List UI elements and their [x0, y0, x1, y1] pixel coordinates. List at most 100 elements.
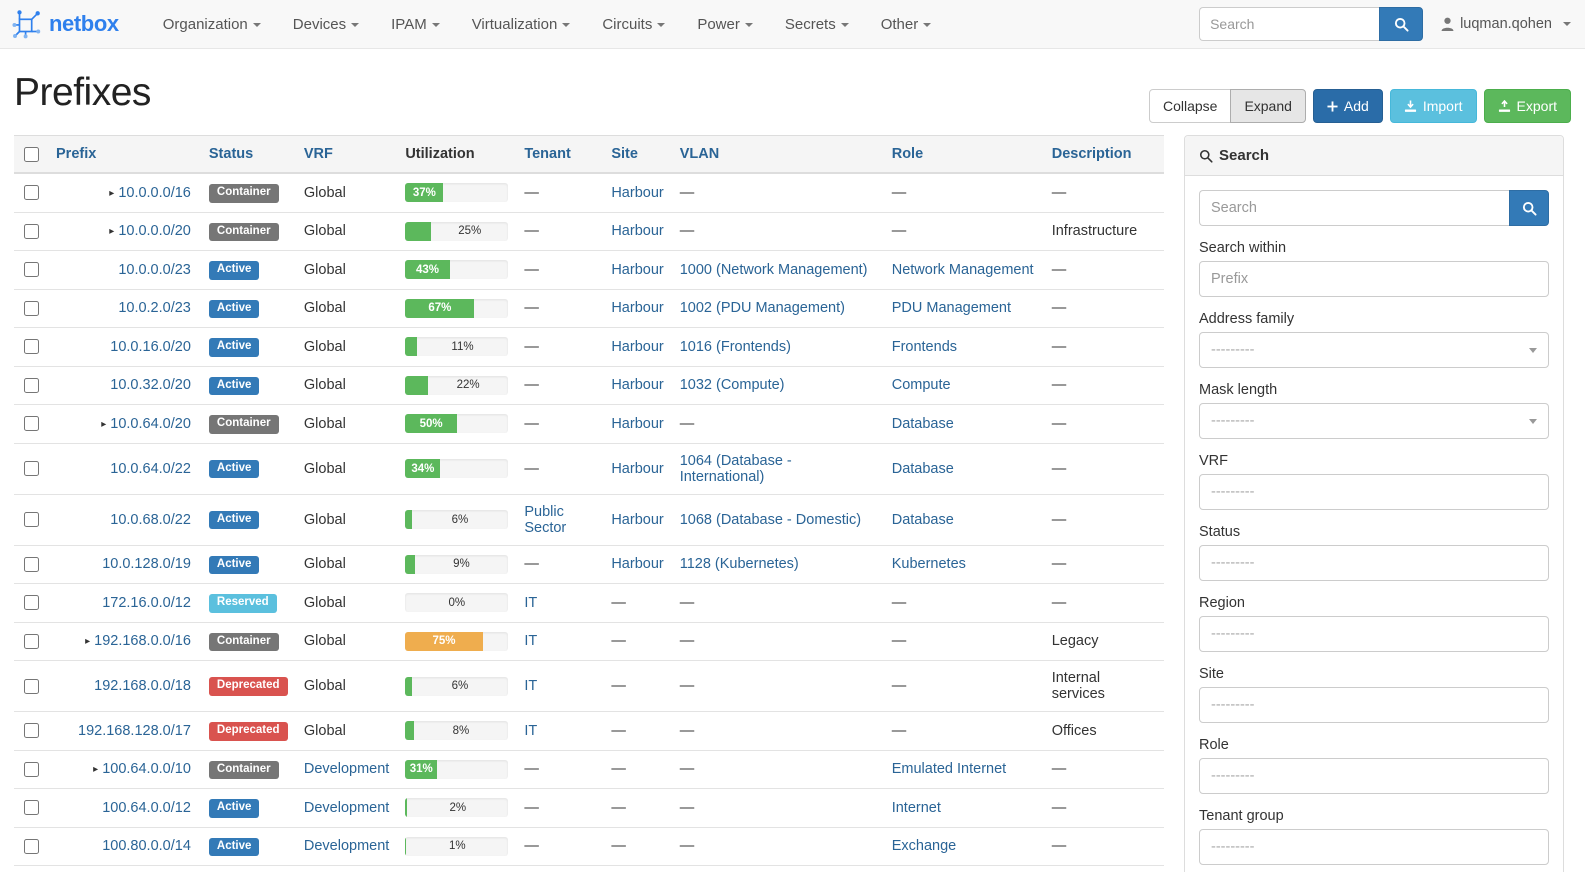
export-button[interactable]: Export [1483, 89, 1571, 123]
cell-link[interactable]: IT [524, 594, 538, 611]
select-all-checkbox[interactable] [24, 146, 39, 162]
prefix-link[interactable]: 10.0.128.0/19 [102, 556, 191, 573]
row-checkbox[interactable] [24, 512, 39, 528]
row-checkbox[interactable] [24, 185, 39, 201]
column-header-site[interactable]: Site [603, 135, 672, 174]
row-checkbox[interactable] [24, 595, 39, 611]
cell-link[interactable]: Harbour [611, 261, 664, 278]
prefix-link[interactable]: 10.0.2.0/23 [118, 300, 191, 317]
row-checkbox[interactable] [24, 262, 39, 278]
cell-link[interactable]: Kubernetes [891, 556, 966, 573]
row-checkbox[interactable] [24, 556, 39, 572]
cell-link[interactable]: Public Sector [524, 503, 567, 536]
row-checkbox[interactable] [24, 300, 39, 316]
prefix-link[interactable]: 10.0.0.0/23 [118, 261, 191, 278]
cell-link[interactable]: Database [891, 460, 954, 477]
column-header-status[interactable]: Status [200, 135, 296, 174]
prefix-link[interactable]: 10.0.64.0/22 [110, 460, 191, 477]
cell-link[interactable]: 1064 (Database - International) [679, 452, 792, 485]
cell-link[interactable]: Exchange [891, 838, 957, 855]
column-header-prefix[interactable]: Prefix [48, 135, 201, 174]
row-checkbox[interactable] [24, 461, 39, 477]
row-checkbox[interactable] [24, 723, 39, 739]
cell-link[interactable]: 1000 (Network Management) [679, 261, 868, 278]
filter-select[interactable]: --------- [1199, 616, 1549, 652]
cell-link[interactable]: Harbour [611, 460, 664, 477]
nav-item-devices[interactable]: Devices [277, 0, 375, 49]
prefix-link[interactable]: 10.0.16.0/20 [110, 338, 191, 355]
prefix-link[interactable]: 172.16.0.0/12 [102, 594, 191, 611]
cell-link[interactable]: IT [524, 722, 538, 739]
row-checkbox[interactable] [24, 761, 39, 777]
filter-text-input[interactable] [1199, 261, 1549, 297]
cell-link[interactable]: Frontends [891, 338, 958, 355]
cell-link[interactable]: Development [303, 838, 390, 855]
filter-select[interactable]: --------- [1199, 829, 1549, 865]
prefix-link[interactable]: 10.0.0.0/20 [118, 223, 191, 240]
row-checkbox[interactable] [24, 416, 39, 432]
column-header-vrf[interactable]: VRF [295, 135, 398, 174]
expand-arrow-icon[interactable]: ▸ [85, 636, 91, 648]
row-checkbox[interactable] [24, 800, 39, 816]
collapse-button[interactable]: Collapse [1148, 89, 1232, 123]
filter-select[interactable]: --------- [1199, 687, 1549, 723]
prefix-link[interactable]: 10.0.0.0/16 [118, 184, 191, 201]
prefix-link[interactable]: 10.0.32.0/20 [110, 377, 191, 394]
row-checkbox[interactable] [24, 377, 39, 393]
cell-link[interactable]: 1002 (PDU Management) [679, 300, 845, 317]
filter-select[interactable]: --------- [1199, 332, 1549, 368]
prefix-link[interactable]: 192.168.0.0/16 [94, 633, 191, 650]
row-checkbox[interactable] [24, 223, 39, 239]
expand-arrow-icon[interactable]: ▸ [109, 226, 115, 238]
expand-arrow-icon[interactable]: ▸ [109, 187, 115, 199]
add-button[interactable]: Add [1312, 89, 1383, 123]
cell-link[interactable]: Development [303, 799, 390, 816]
cell-link[interactable]: Network Management [891, 261, 1034, 278]
cell-link[interactable]: Harbour [611, 415, 664, 432]
cell-link[interactable]: Harbour [611, 184, 664, 201]
filter-select[interactable]: --------- [1199, 758, 1549, 794]
cell-link[interactable]: Harbour [611, 556, 664, 573]
prefix-link[interactable]: 192.168.0.0/18 [94, 678, 191, 694]
user-menu[interactable]: luqman.qohen [1441, 16, 1571, 32]
column-header-description[interactable]: Description [1043, 135, 1164, 174]
cell-link[interactable]: 1016 (Frontends) [679, 338, 791, 355]
global-search-input[interactable] [1199, 7, 1380, 41]
cell-link[interactable]: Harbour [611, 511, 664, 528]
expand-arrow-icon[interactable]: ▸ [101, 418, 107, 430]
nav-item-organization[interactable]: Organization [147, 0, 277, 49]
cell-link[interactable]: IT [524, 678, 538, 694]
prefix-link[interactable]: 100.64.0.0/12 [102, 799, 191, 816]
import-button[interactable]: Import [1389, 89, 1477, 123]
cell-link[interactable]: 1068 (Database - Domestic) [679, 511, 862, 528]
nav-item-secrets[interactable]: Secrets [769, 0, 865, 49]
cell-link[interactable]: Development [303, 761, 390, 778]
column-header-vlan[interactable]: VLAN [671, 135, 884, 174]
sidebar-search-button[interactable] [1509, 190, 1549, 226]
nav-item-other[interactable]: Other [865, 0, 948, 49]
prefix-link[interactable]: 10.0.64.0/20 [110, 415, 191, 432]
cell-link[interactable]: 1032 (Compute) [679, 377, 785, 394]
cell-link[interactable]: Harbour [611, 223, 664, 240]
cell-link[interactable]: Harbour [611, 300, 664, 317]
prefix-link[interactable]: 100.80.0.0/14 [102, 838, 191, 855]
filter-select[interactable]: --------- [1199, 474, 1549, 510]
cell-link[interactable]: Harbour [611, 338, 664, 355]
cell-link[interactable]: IT [524, 633, 538, 650]
row-checkbox[interactable] [24, 678, 39, 694]
expand-button[interactable]: Expand [1230, 89, 1306, 123]
sidebar-search-input[interactable] [1199, 190, 1509, 226]
global-search-button[interactable] [1379, 7, 1424, 41]
nav-item-power[interactable]: Power [681, 0, 769, 49]
nav-item-circuits[interactable]: Circuits [586, 0, 681, 49]
column-header-tenant[interactable]: Tenant [516, 135, 604, 174]
prefix-link[interactable]: 10.0.68.0/22 [110, 511, 191, 528]
nav-item-ipam[interactable]: IPAM [375, 0, 456, 49]
filter-select[interactable]: --------- [1199, 403, 1549, 439]
cell-link[interactable]: Emulated Internet [891, 761, 1007, 778]
row-checkbox[interactable] [24, 633, 39, 649]
cell-link[interactable]: 1128 (Kubernetes) [679, 556, 799, 573]
cell-link[interactable]: Compute [891, 377, 951, 394]
cell-link[interactable]: Database [891, 511, 954, 528]
cell-link[interactable]: Internet [891, 799, 941, 816]
